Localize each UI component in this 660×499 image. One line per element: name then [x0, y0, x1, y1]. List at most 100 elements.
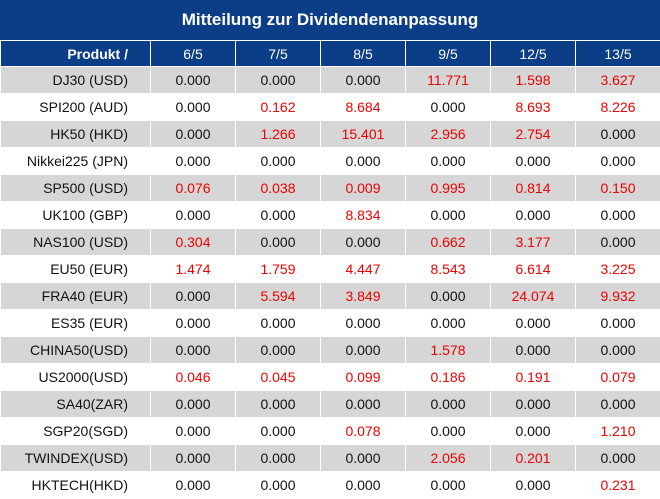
product-name-cell: US2000(USD) — [1, 364, 151, 391]
dividend-value-cell: 4.447 — [321, 256, 406, 283]
product-name-cell: NAS100 (USD) — [1, 229, 151, 256]
table-header-row: Produkt / 6/5 7/5 8/5 9/5 12/5 13/5 — [1, 41, 660, 67]
dividend-value-cell: 0.000 — [491, 310, 576, 337]
product-name-cell: SA40(ZAR) — [1, 391, 151, 418]
dividend-value-cell: 0.000 — [406, 418, 491, 445]
dividend-value-cell: 0.000 — [151, 418, 236, 445]
dividend-value-cell: 0.076 — [151, 175, 236, 202]
product-name-cell: TWINDEX(USD) — [1, 445, 151, 472]
dividend-value-cell: 0.046 — [151, 364, 236, 391]
product-name-cell: FRA40 (EUR) — [1, 283, 151, 310]
dividend-value-cell: 0.000 — [576, 445, 660, 472]
product-name-cell: SPI200 (AUD) — [1, 94, 151, 121]
dividend-value-cell: 1.578 — [406, 337, 491, 364]
dividend-value-cell: 0.000 — [151, 337, 236, 364]
dividend-value-cell: 0.000 — [491, 391, 576, 418]
column-header-date: 9/5 — [406, 41, 491, 67]
dividend-value-cell: 0.000 — [321, 472, 406, 499]
dividend-value-cell: 0.000 — [406, 94, 491, 121]
dividend-value-cell: 0.000 — [236, 445, 321, 472]
dividend-value-cell: 0.000 — [406, 148, 491, 175]
dividend-value-cell: 0.201 — [491, 445, 576, 472]
column-header-date: 12/5 — [491, 41, 576, 67]
dividend-value-cell: 0.304 — [151, 229, 236, 256]
dividend-table: Produkt / 6/5 7/5 8/5 9/5 12/5 13/5 DJ30… — [0, 40, 660, 499]
dividend-value-cell: 0.000 — [236, 67, 321, 94]
dividend-value-cell: 0.191 — [491, 364, 576, 391]
dividend-value-cell: 0.000 — [151, 445, 236, 472]
dividend-value-cell: 2.754 — [491, 121, 576, 148]
product-name-cell: SP500 (USD) — [1, 175, 151, 202]
dividend-value-cell: 0.000 — [151, 310, 236, 337]
product-name-cell: ES35 (EUR) — [1, 310, 151, 337]
dividend-value-cell: 0.000 — [236, 148, 321, 175]
dividend-value-cell: 0.000 — [236, 337, 321, 364]
dividend-value-cell: 1.210 — [576, 418, 660, 445]
product-name-cell: CHINA50(USD) — [1, 337, 151, 364]
dividend-value-cell: 0.000 — [576, 229, 660, 256]
product-name-cell: DJ30 (USD) — [1, 67, 151, 94]
dividend-value-cell: 3.627 — [576, 67, 660, 94]
dividend-value-cell: 0.000 — [321, 445, 406, 472]
dividend-value-cell: 0.814 — [491, 175, 576, 202]
dividend-value-cell: 3.177 — [491, 229, 576, 256]
dividend-value-cell: 8.543 — [406, 256, 491, 283]
dividend-value-cell: 0.231 — [576, 472, 660, 499]
dividend-value-cell: 8.684 — [321, 94, 406, 121]
dividend-value-cell: 0.000 — [491, 418, 576, 445]
column-header-date: 13/5 — [576, 41, 660, 67]
dividend-value-cell: 0.079 — [576, 364, 660, 391]
product-name-cell: SGP20(SGD) — [1, 418, 151, 445]
dividend-value-cell: 0.000 — [321, 391, 406, 418]
dividend-value-cell: 0.000 — [576, 391, 660, 418]
dividend-value-cell: 0.000 — [236, 418, 321, 445]
column-header-date: 7/5 — [236, 41, 321, 67]
product-name-cell: UK100 (GBP) — [1, 202, 151, 229]
dividend-value-cell: 6.614 — [491, 256, 576, 283]
column-header-date: 6/5 — [151, 41, 236, 67]
dividend-value-cell: 0.009 — [321, 175, 406, 202]
dividend-value-cell: 0.662 — [406, 229, 491, 256]
dividend-value-cell: 15.401 — [321, 121, 406, 148]
dividend-value-cell: 0.000 — [321, 148, 406, 175]
dividend-value-cell: 0.000 — [321, 337, 406, 364]
dividend-value-cell: 0.000 — [321, 310, 406, 337]
product-name-cell: HKTECH(HKD) — [1, 472, 151, 499]
dividend-value-cell: 0.000 — [576, 337, 660, 364]
product-name-cell: Nikkei225 (JPN) — [1, 148, 151, 175]
dividend-value-cell: 0.000 — [576, 310, 660, 337]
dividend-value-cell: 0.995 — [406, 175, 491, 202]
dividend-value-cell: 0.000 — [151, 148, 236, 175]
dividend-value-cell: 1.759 — [236, 256, 321, 283]
dividend-value-cell: 0.000 — [151, 391, 236, 418]
dividend-value-cell: 0.000 — [491, 202, 576, 229]
product-name-cell: EU50 (EUR) — [1, 256, 151, 283]
dividend-value-cell: 24.074 — [491, 283, 576, 310]
dividend-value-cell: 0.150 — [576, 175, 660, 202]
dividend-value-cell: 11.771 — [406, 67, 491, 94]
dividend-value-cell: 1.266 — [236, 121, 321, 148]
dividend-value-cell: 0.000 — [151, 472, 236, 499]
dividend-value-cell: 3.849 — [321, 283, 406, 310]
dividend-value-cell: 0.000 — [576, 121, 660, 148]
dividend-value-cell: 0.000 — [151, 67, 236, 94]
dividend-notice-panel: Mitteilung zur Dividendenanpassung Produ… — [0, 0, 660, 483]
dividend-value-cell: 0.000 — [406, 202, 491, 229]
dividend-value-cell: 0.000 — [151, 94, 236, 121]
dividend-value-cell: 2.956 — [406, 121, 491, 148]
dividend-value-cell: 0.000 — [236, 391, 321, 418]
dividend-value-cell: 0.000 — [406, 283, 491, 310]
